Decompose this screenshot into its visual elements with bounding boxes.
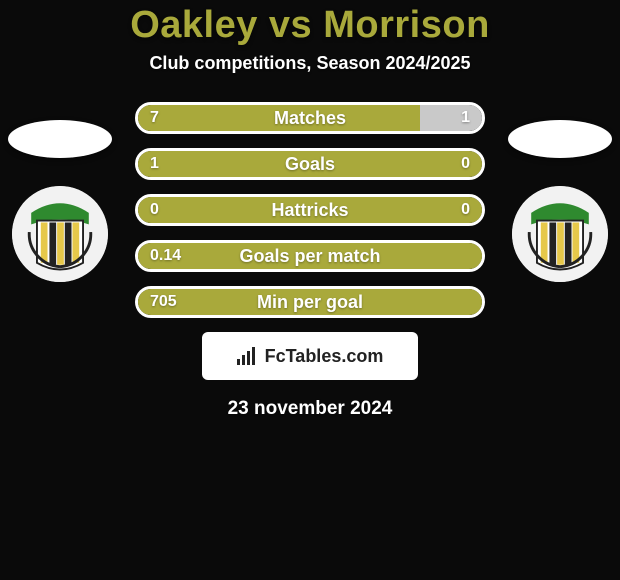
comparison-card: Oakley vs Morrison Club competitions, Se… [0,0,620,580]
stat-row: Goals10 [0,148,620,180]
stat-bar-left-fill [138,289,482,315]
stat-bar: Goals10 [135,148,485,180]
stat-bar: Min per goal705 [135,286,485,318]
subtitle: Club competitions, Season 2024/2025 [0,53,620,74]
chart-icon [237,347,259,365]
stat-bar-left-fill [138,243,482,269]
stat-bar: Hattricks00 [135,194,485,226]
stat-row: Matches71 [0,102,620,134]
stat-row: Goals per match0.14 [0,240,620,272]
stat-bar: Matches71 [135,102,485,134]
stat-row: Hattricks00 [0,194,620,226]
stat-bar-left-fill [138,105,420,131]
stat-row: Min per goal705 [0,286,620,318]
stat-bar-left-fill [138,151,482,177]
date-text: 23 november 2024 [0,398,620,420]
stats-bars: Matches71 Goals10 Hattricks00 Goals per mat… [0,102,620,318]
page-title: Oakley vs Morrison [0,4,620,47]
source-badge: FcTables.com [202,332,418,380]
stat-bar: Goals per match0.14 [135,240,485,272]
source-badge-text: FcTables.com [265,346,384,367]
stat-bar-right-fill [138,197,482,223]
stat-bar-right-fill [420,105,482,131]
